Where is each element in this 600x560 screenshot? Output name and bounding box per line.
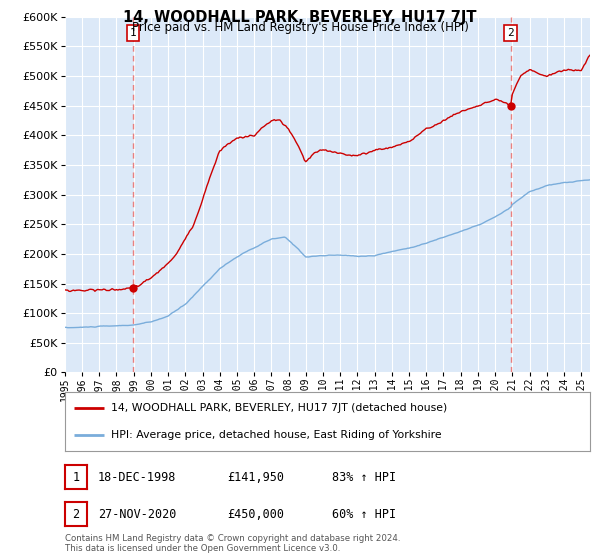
Text: Contains HM Land Registry data © Crown copyright and database right 2024.
This d: Contains HM Land Registry data © Crown c… — [65, 534, 400, 553]
Text: Price paid vs. HM Land Registry's House Price Index (HPI): Price paid vs. HM Land Registry's House … — [131, 21, 469, 34]
Text: 1: 1 — [73, 470, 79, 484]
Text: HPI: Average price, detached house, East Riding of Yorkshire: HPI: Average price, detached house, East… — [111, 430, 442, 440]
Text: £450,000: £450,000 — [227, 507, 284, 521]
Text: 60% ↑ HPI: 60% ↑ HPI — [332, 507, 396, 521]
Text: 2: 2 — [73, 507, 79, 521]
Text: 14, WOODHALL PARK, BEVERLEY, HU17 7JT (detached house): 14, WOODHALL PARK, BEVERLEY, HU17 7JT (d… — [111, 403, 447, 413]
Text: £141,950: £141,950 — [227, 470, 284, 484]
Text: 27-NOV-2020: 27-NOV-2020 — [98, 507, 176, 521]
Text: 83% ↑ HPI: 83% ↑ HPI — [332, 470, 396, 484]
Text: 14, WOODHALL PARK, BEVERLEY, HU17 7JT: 14, WOODHALL PARK, BEVERLEY, HU17 7JT — [123, 10, 477, 25]
Text: 2: 2 — [507, 28, 514, 38]
Text: 18-DEC-1998: 18-DEC-1998 — [98, 470, 176, 484]
Text: 1: 1 — [130, 28, 136, 38]
